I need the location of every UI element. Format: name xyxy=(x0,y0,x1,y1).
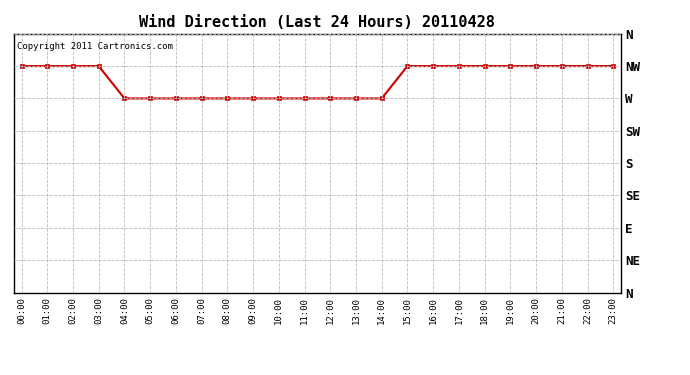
Title: Wind Direction (Last 24 Hours) 20110428: Wind Direction (Last 24 Hours) 20110428 xyxy=(139,15,495,30)
Text: Copyright 2011 Cartronics.com: Copyright 2011 Cartronics.com xyxy=(17,42,172,51)
